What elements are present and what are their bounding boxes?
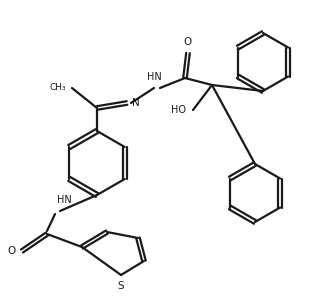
Text: HN: HN <box>57 195 72 205</box>
Text: S: S <box>118 281 124 291</box>
Text: O: O <box>184 37 192 47</box>
Text: O: O <box>8 246 16 256</box>
Text: CH₃: CH₃ <box>49 83 66 92</box>
Text: N: N <box>132 98 140 108</box>
Text: HO: HO <box>171 105 186 115</box>
Text: HN: HN <box>147 72 161 82</box>
